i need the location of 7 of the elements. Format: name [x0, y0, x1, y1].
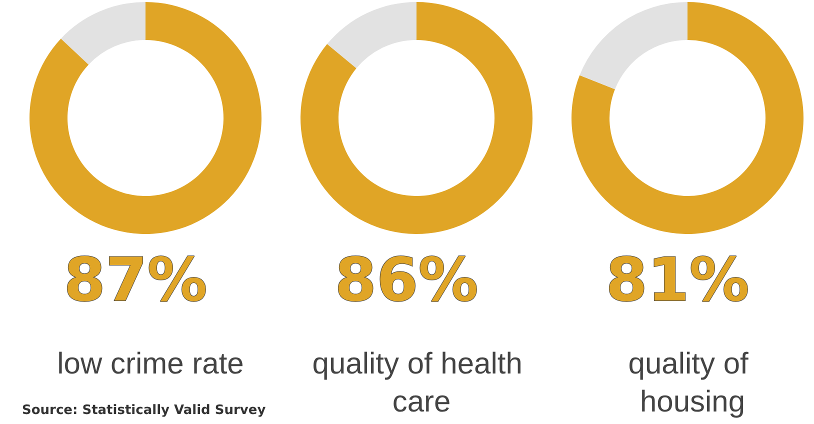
text: low crime rate — [57, 348, 244, 380]
data-label: 86% — [334, 246, 478, 316]
source-note: Source: Statistically Valid Survey — [22, 403, 266, 418]
data-label: 81% — [606, 246, 750, 316]
text: quality of housing — [628, 348, 757, 418]
text: quality of health care — [312, 348, 531, 418]
data-label: 87% — [64, 246, 208, 316]
